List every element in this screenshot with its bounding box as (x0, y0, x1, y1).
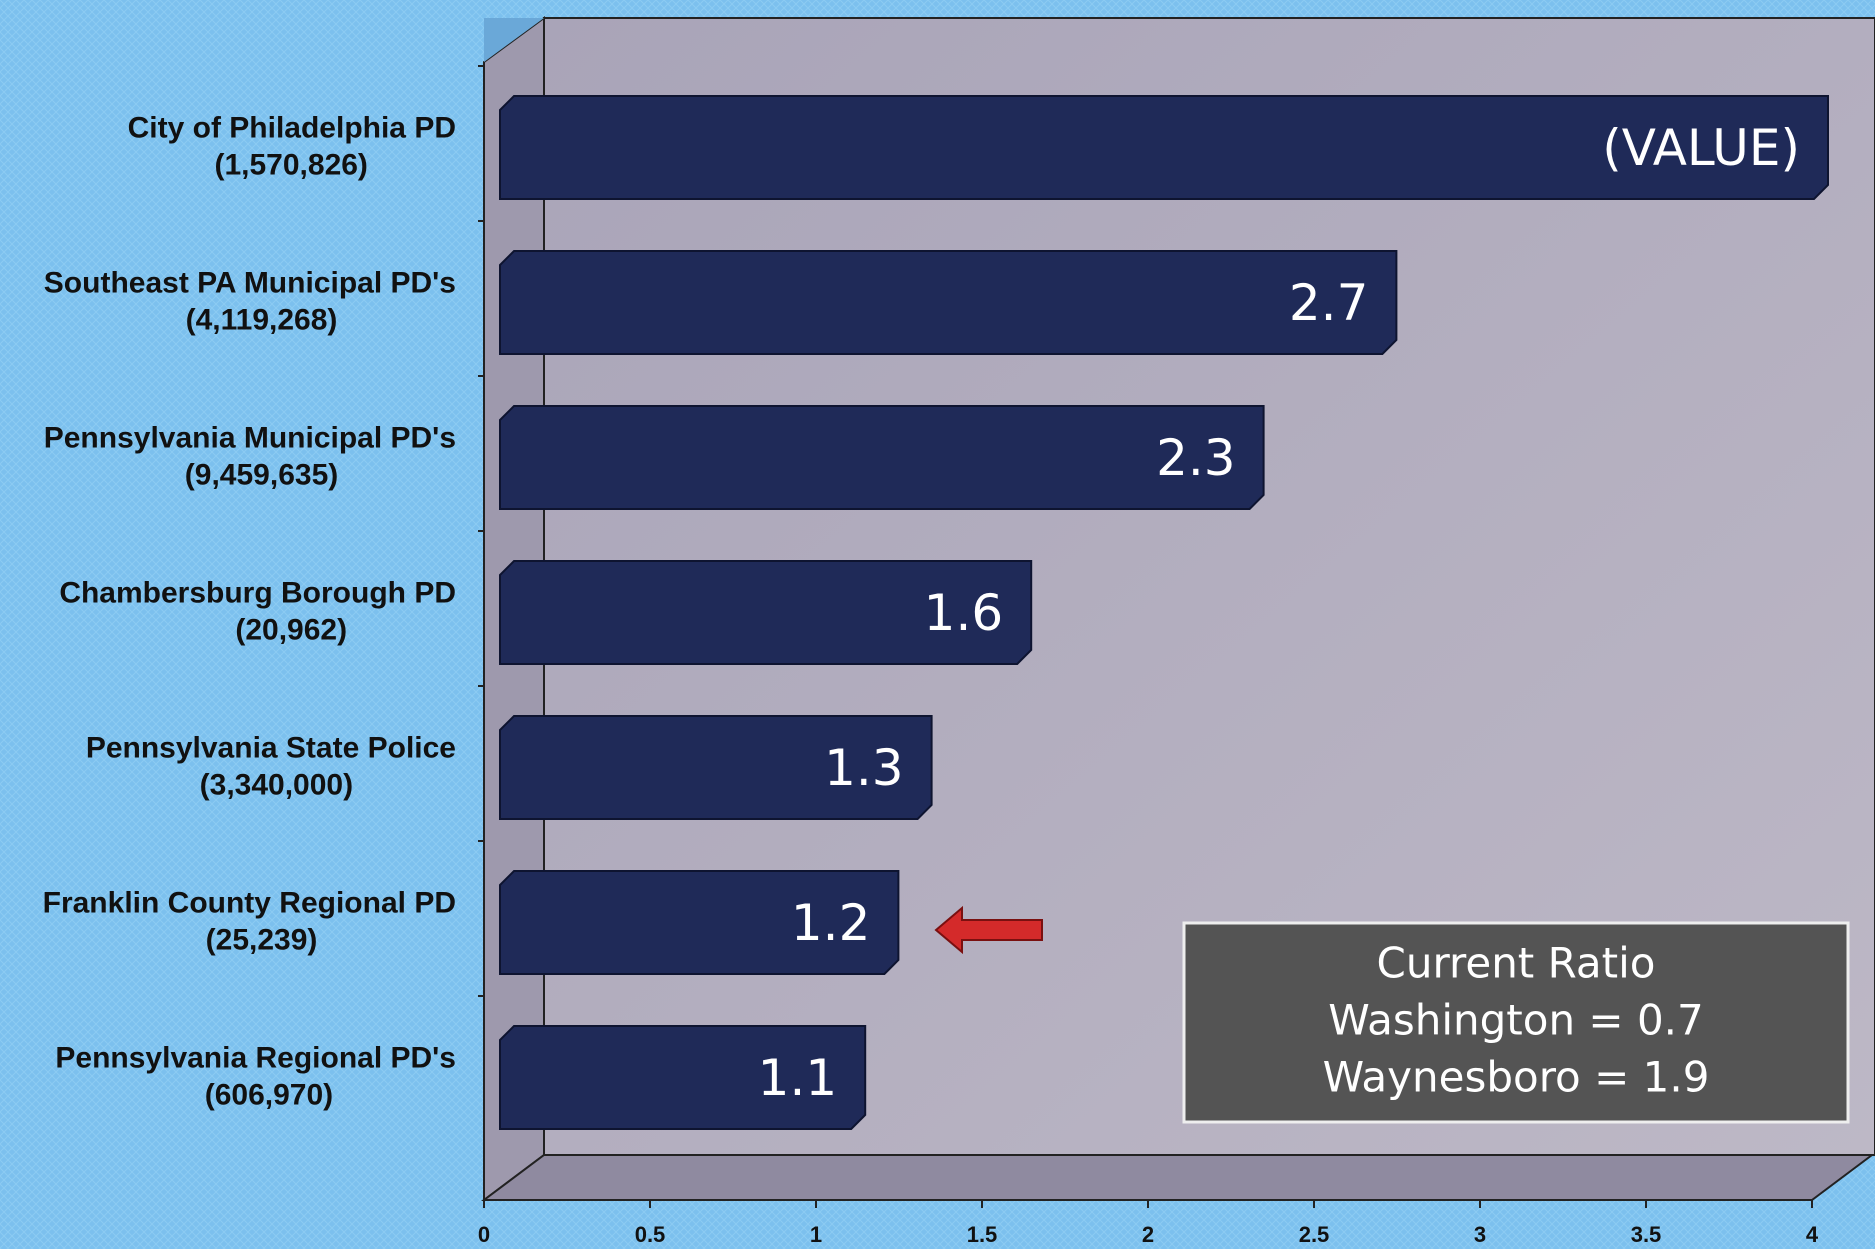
value-label: (VALUE) (1602, 119, 1800, 177)
value-label: 1.6 (924, 584, 1004, 642)
x-tick-label: 3.5 (1631, 1222, 1662, 1247)
y-tick-note: (9,459,635) (185, 458, 338, 491)
x-tick-label: 0 (478, 1222, 490, 1247)
x-tick-label: 1 (810, 1222, 822, 1247)
bar (499, 250, 1398, 355)
y-tick-label: Pennsylvania State Police (86, 731, 456, 764)
x-tick-label: 2 (1142, 1222, 1154, 1247)
x-tick-label: 4 (1806, 1222, 1819, 1247)
y-tick-note: (606,970) (205, 1078, 333, 1111)
y-tick-label: Southeast PA Municipal PD's (44, 266, 456, 299)
y-tick-label: Franklin County Regional PD (43, 886, 456, 919)
value-label: 2.7 (1289, 274, 1369, 332)
bar (499, 95, 1829, 200)
annotation-box (1182, 921, 1850, 1124)
arrow (934, 905, 1043, 955)
x-tick-label: 0.5 (635, 1222, 666, 1247)
annotation: Waynesboro = 1.9 (1323, 1053, 1710, 1102)
x-tick-label: 1.5 (967, 1222, 998, 1247)
y-tick-note: (25,239) (206, 923, 318, 956)
y-tick-label: Pennsylvania Regional PD's (55, 1041, 456, 1074)
bar (499, 870, 900, 975)
floor (481, 1154, 1875, 1201)
y-tick-note: (3,340,000) (200, 768, 353, 801)
y-tick-label: Chambersburg Borough PD (59, 576, 456, 609)
x-tick-label: 3 (1474, 1222, 1486, 1247)
value-label: 2.3 (1156, 429, 1236, 487)
y-tick-note: (20,962) (235, 613, 347, 646)
bar (499, 560, 1033, 665)
bar (499, 715, 933, 820)
value-label: 1.3 (824, 739, 904, 797)
annotation: Washington = 0.7 (1328, 996, 1704, 1045)
value-label: 1.2 (791, 894, 871, 952)
annotation: Current Ratio (1377, 939, 1656, 988)
y-tick-label: City of Philadelphia PD (128, 111, 456, 144)
corner (484, 18, 544, 62)
bar (499, 405, 1265, 510)
y-tick-note: (1,570,826) (214, 148, 367, 181)
bar (499, 1025, 867, 1130)
y-tick-label: Pennsylvania Municipal PD's (44, 421, 456, 454)
value-label: 1.1 (758, 1049, 838, 1107)
x-tick-label: 2.5 (1299, 1222, 1330, 1247)
y-tick-note: (4,119,268) (186, 303, 338, 336)
